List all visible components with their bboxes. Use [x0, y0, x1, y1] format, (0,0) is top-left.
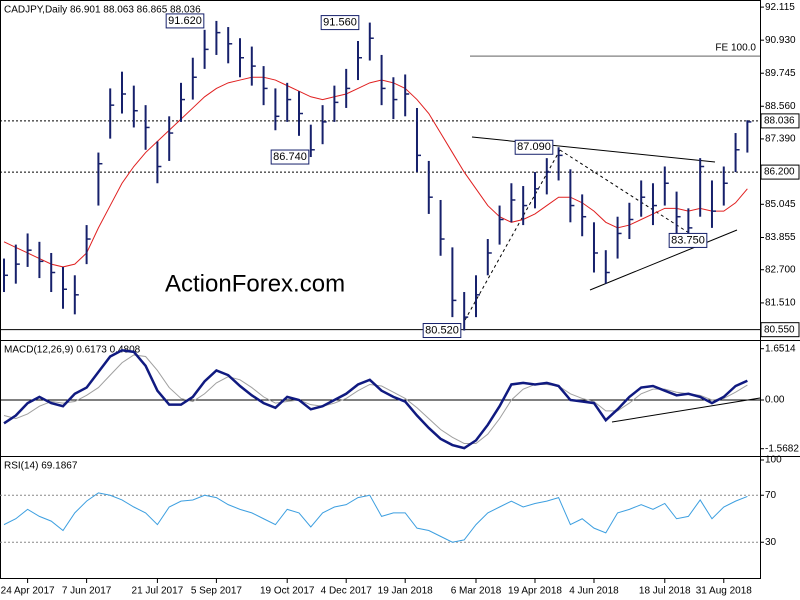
price-label: 86.200 — [764, 167, 795, 178]
x-tick-label: 5 Sep 2017 — [191, 586, 243, 597]
annotation-box — [422, 323, 462, 339]
x-tick-label: 24 Apr 2017 — [1, 586, 55, 597]
y-tick-label: 89.745 — [765, 68, 796, 79]
fe-label: FE 100.0 — [715, 43, 756, 54]
y-tick-label: 1.6514 — [765, 343, 796, 354]
x-tick-label: 19 Apr 2018 — [508, 586, 562, 597]
y-tick-label: 90.930 — [765, 35, 796, 46]
chart-title: CADJPY,Daily 86.901 88.063 86.865 88.036 — [4, 5, 201, 16]
price-label-box — [760, 113, 800, 129]
price-label-box — [760, 164, 800, 180]
annotation-box — [668, 232, 708, 248]
y-tick-label: 82.700 — [765, 264, 796, 275]
watermark: ActionForex.com — [165, 270, 345, 297]
panel-title: RSI(14) 69.1867 — [4, 461, 78, 472]
annotation-box — [270, 149, 310, 165]
trendline — [611, 397, 761, 423]
moving-average — [3, 76, 748, 268]
y-tick-label: 81.510 — [765, 298, 796, 309]
y-tick-label: 88.560 — [765, 101, 796, 112]
annotation-label: 86.740 — [273, 151, 307, 163]
panel-title: MACD(12,26,9) 0.6173 0.4808 — [4, 345, 141, 356]
y-tick-label: 0.00 — [765, 395, 785, 406]
x-tick-label: 4 Jun 2018 — [569, 586, 619, 597]
annotation-label: 83.750 — [671, 234, 705, 246]
annotation-label: 91.620 — [168, 15, 202, 27]
x-tick-label: 21 Jul 2017 — [132, 586, 184, 597]
trendline — [464, 149, 561, 321]
trendline — [471, 136, 716, 163]
rsi-line — [3, 492, 748, 543]
x-tick-label: 6 Mar 2018 — [451, 586, 502, 597]
frame — [0, 0, 761, 579]
x-tick-label: 19 Oct 2017 — [260, 586, 315, 597]
trendline — [589, 229, 738, 291]
annotation-box — [165, 13, 205, 29]
y-tick-label: 87.390 — [765, 134, 796, 145]
x-tick-label: 4 Dec 2017 — [321, 586, 373, 597]
price-label-box — [760, 322, 800, 338]
y-tick-label: 92.115 — [765, 2, 795, 13]
macd-line — [3, 349, 748, 450]
x-tick-label: 19 Jan 2018 — [378, 586, 433, 597]
price-label: 80.550 — [764, 324, 795, 335]
price-label: 88.036 — [764, 116, 795, 127]
y-tick-label: 100 — [765, 455, 782, 466]
x-tick-label: 18 Jul 2018 — [639, 586, 691, 597]
annotation-box — [514, 139, 554, 155]
annotation-box — [320, 15, 360, 31]
y-tick-label: 70 — [765, 490, 777, 501]
x-tick-label: 7 Jun 2017 — [62, 586, 112, 597]
y-tick-label: 30 — [765, 537, 777, 548]
annotation-label: 80.520 — [425, 324, 459, 336]
annotation-label: 91.560 — [323, 16, 357, 28]
y-tick-label: 85.045 — [765, 199, 796, 210]
y-tick-label: 83.855 — [765, 232, 796, 243]
y-tick-label: -1.5682 — [765, 443, 799, 454]
x-tick-label: 31 Aug 2018 — [696, 586, 753, 597]
annotation-label: 87.090 — [517, 141, 551, 153]
